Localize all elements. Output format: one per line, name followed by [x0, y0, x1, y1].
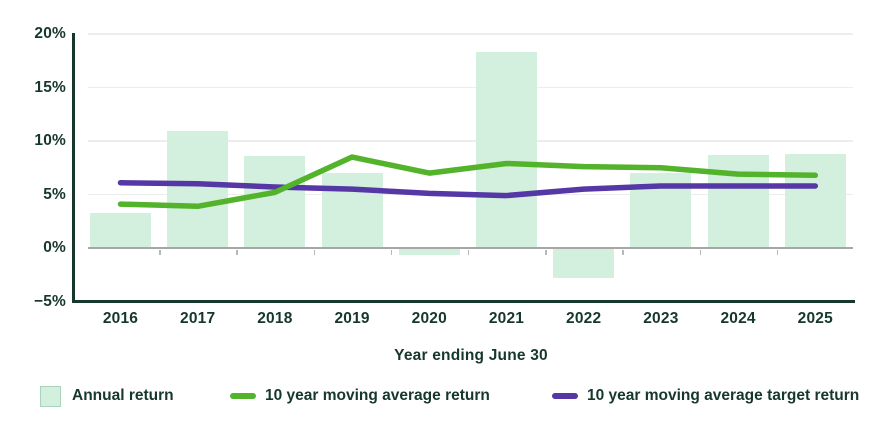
- x-axis-label-2020: 2020: [411, 310, 447, 327]
- x-axis-tick: [236, 249, 238, 255]
- bar-2024: [707, 154, 769, 248]
- x-axis-tick: [159, 249, 161, 255]
- x-axis-tick: [313, 249, 315, 255]
- bar-2023: [630, 173, 692, 248]
- x-axis-label-2017: 2017: [180, 310, 216, 327]
- x-axis-line: [71, 299, 855, 303]
- x-axis-title: Year ending June 30: [394, 347, 548, 364]
- y-axis-line: [71, 33, 75, 303]
- bar-2025: [784, 153, 846, 248]
- gridline-20pct: [88, 33, 853, 35]
- legend-label: 10 year moving average return: [265, 387, 490, 404]
- legend-item-target-return: 10 year moving average target return: [552, 381, 859, 411]
- y-axis-label-20: 20%: [34, 25, 66, 42]
- x-axis-label-2024: 2024: [720, 310, 756, 327]
- x-axis-tick: [545, 249, 547, 255]
- legend-label: 10 year moving average target return: [587, 387, 860, 404]
- y-axis-label--5: −5%: [33, 292, 66, 310]
- green-line-swatch-icon: [230, 393, 256, 399]
- purple-line-swatch-icon: [552, 393, 578, 399]
- annual-return-swatch-icon: [40, 385, 61, 407]
- gridline-15pct: [88, 86, 853, 89]
- y-axis-label-5: 5%: [43, 185, 66, 203]
- x-axis-label-2023: 2023: [643, 310, 679, 327]
- x-axis-label-2018: 2018: [257, 310, 293, 327]
- x-axis-tick: [390, 249, 393, 255]
- legend: Annual return 10 year moving average ret…: [0, 381, 894, 411]
- legend-label: Annual return: [72, 387, 174, 404]
- y-axis-label-15: 15%: [34, 78, 66, 96]
- legend-item-annual-return: Annual return: [40, 381, 174, 411]
- bar-2021: [476, 52, 537, 248]
- x-axis-label-2021: 2021: [488, 310, 525, 327]
- bar-2019: [321, 173, 383, 248]
- x-axis-tick: [776, 249, 779, 255]
- legend-item-moving-average-return: 10 year moving average return: [230, 381, 490, 411]
- bar-2022: [553, 248, 615, 278]
- y-axis-label-10: 10%: [34, 132, 66, 149]
- bar-2018: [244, 155, 306, 248]
- bar-2016: [90, 212, 151, 248]
- zero-baseline: [88, 247, 853, 249]
- x-axis-label-2025: 2025: [797, 310, 833, 327]
- y-axis-label-0: 0%: [43, 239, 66, 256]
- x-axis-label-2022: 2022: [566, 310, 602, 327]
- x-axis-tick: [699, 249, 701, 255]
- x-axis-tick: [622, 249, 624, 255]
- x-axis-label-2016: 2016: [102, 310, 139, 327]
- x-axis-label-2019: 2019: [334, 310, 370, 327]
- x-axis-tick: [467, 249, 470, 255]
- bar-2020: [398, 248, 460, 256]
- bar-2017: [167, 131, 229, 248]
- gridline-10pct: [88, 140, 853, 142]
